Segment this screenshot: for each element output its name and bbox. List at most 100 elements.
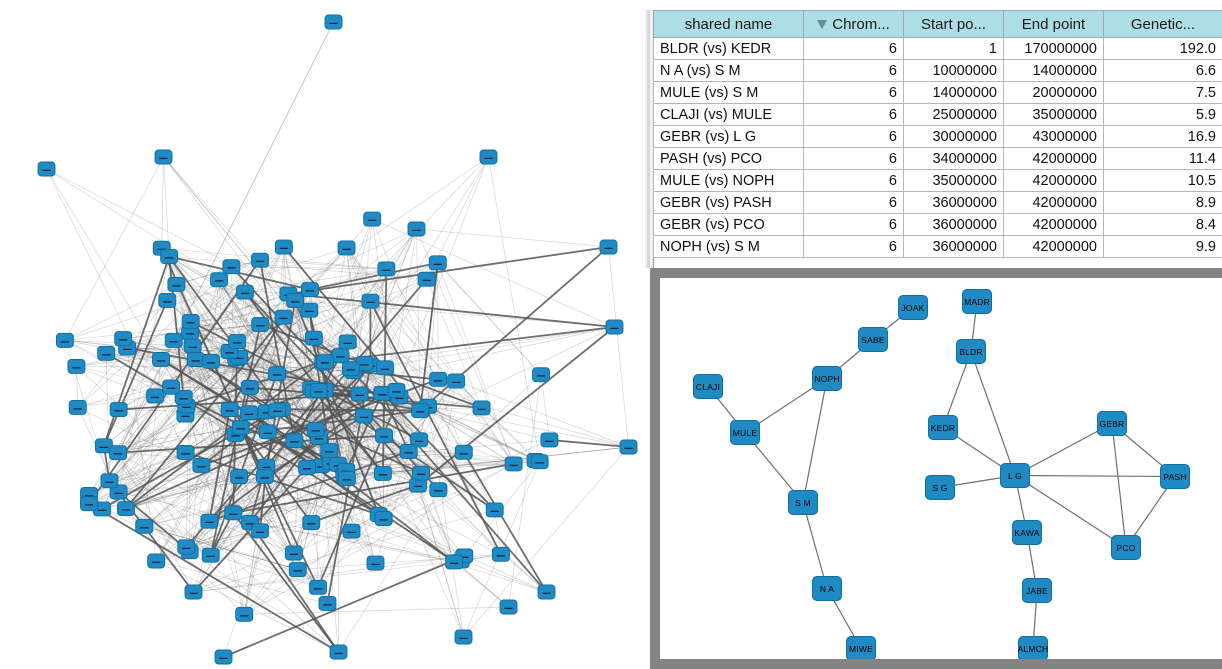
subnetwork-node-bldr[interactable]: BLDR (956, 339, 986, 364)
main-network-node[interactable] (202, 353, 220, 369)
main-network-node[interactable] (240, 405, 259, 421)
main-network-node[interactable] (55, 332, 74, 348)
table-row[interactable]: GEBR (vs) PASH 6 36000000 42000000 8.9 (653, 191, 1222, 214)
main-network-node[interactable] (302, 515, 321, 530)
main-network-node[interactable] (284, 545, 303, 561)
main-network-node[interactable] (174, 389, 193, 405)
main-network-node[interactable] (479, 149, 498, 165)
subnetwork-node-almch[interactable]: ALMCH (1018, 636, 1048, 659)
main-network-node[interactable] (429, 482, 448, 498)
main-network-node[interactable] (274, 239, 293, 255)
subnetwork-canvas[interactable]: CLAJI MULE NOPH SABE JOAK S M N A MIWE MADR BLDR K… (660, 278, 1222, 659)
main-network-node[interactable] (109, 484, 128, 500)
main-network-node[interactable] (251, 523, 270, 539)
subnetwork-node-pco[interactable]: PCO (1111, 535, 1141, 560)
main-network-node[interactable] (154, 149, 173, 165)
main-network-node[interactable] (80, 496, 98, 512)
subnetwork-node-joak[interactable]: JOAK (898, 295, 928, 320)
main-network-node[interactable] (619, 439, 638, 455)
subnetwork-node-mule[interactable]: MULE (730, 420, 760, 445)
subnetwork-node-claji[interactable]: CLAJI (693, 374, 723, 399)
main-network-node[interactable] (337, 471, 356, 486)
main-network-canvas[interactable]: ▬▬ ▬▬ ▬▬ ▬▬ ▬▬ ▬▬ ▬▬ ▬▬ ▬▬ ▬▬ ▬▬ ▬▬ ▬▬ ▬▬ ▬▬ ▬▬ ▬▬ ▬▬ ▬▬ ▬▬… (0, 0, 645, 669)
main-network-node[interactable] (147, 553, 166, 569)
main-network-node[interactable] (428, 255, 447, 271)
main-network-node[interactable] (228, 334, 247, 349)
main-network-node[interactable] (338, 334, 357, 350)
main-network-node[interactable] (251, 252, 269, 268)
main-network-node[interactable] (236, 284, 254, 300)
main-network-node[interactable] (605, 319, 624, 335)
main-network-node[interactable] (309, 383, 328, 399)
main-network-node[interactable] (109, 402, 128, 417)
main-network-node[interactable] (304, 330, 323, 346)
main-network-node[interactable] (363, 211, 382, 227)
main-network-node[interactable] (274, 309, 293, 325)
table-row[interactable]: NOPH (vs) S M 6 36000000 42000000 9.9 (653, 235, 1222, 258)
subnetwork-node-gebr[interactable]: GEBR (1097, 411, 1127, 436)
main-network-node[interactable] (181, 313, 200, 329)
main-network-node[interactable] (329, 644, 348, 660)
main-network-node[interactable] (214, 649, 233, 665)
main-network-node[interactable] (377, 261, 396, 277)
subnetwork-node-l-g[interactable]: L G (1000, 463, 1030, 488)
main-network-node[interactable] (342, 523, 361, 539)
main-network-node[interactable] (337, 240, 356, 256)
main-network-node[interactable] (285, 433, 304, 449)
table-row[interactable]: MULE (vs) NOPH 6 35000000 42000000 10.5 (653, 169, 1222, 192)
main-network-node[interactable] (306, 422, 325, 438)
main-network-node[interactable] (499, 599, 518, 615)
main-network-node[interactable] (224, 505, 243, 521)
column-header-start-point[interactable]: Start po... (903, 10, 1004, 38)
main-network-node[interactable] (445, 554, 464, 570)
main-network-node[interactable] (158, 292, 177, 308)
subnetwork-node-n-a[interactable]: N A (812, 576, 842, 601)
main-network-node[interactable] (200, 513, 219, 529)
main-network-node[interactable] (530, 454, 549, 470)
main-network-node[interactable] (361, 293, 380, 309)
column-header-chromosome[interactable]: Chrom... (803, 10, 904, 38)
main-network-node[interactable] (485, 502, 504, 518)
main-network-node[interactable] (210, 272, 228, 288)
main-network-node[interactable] (537, 584, 556, 600)
main-network-node[interactable] (491, 546, 510, 562)
main-network-node[interactable] (177, 539, 196, 555)
table-row[interactable]: GEBR (vs) L G 6 30000000 43000000 16.9 (653, 125, 1222, 148)
main-network-node[interactable] (192, 457, 211, 473)
table-row[interactable]: CLAJI (vs) MULE 6 25000000 35000000 5.9 (653, 103, 1222, 126)
table-scrollbar-thumb[interactable] (647, 10, 650, 268)
main-network-node[interactable] (320, 443, 339, 459)
main-network-node[interactable] (374, 511, 393, 526)
main-network-node[interactable] (68, 399, 87, 415)
main-network-node[interactable] (114, 331, 133, 346)
main-network-node[interactable] (135, 518, 154, 534)
table-row[interactable]: N A (vs) S M 6 10000000 14000000 6.6 (653, 59, 1222, 82)
main-network-node[interactable] (412, 465, 430, 481)
main-network-node[interactable] (504, 456, 523, 472)
main-network-node[interactable] (300, 302, 319, 318)
main-network-node[interactable] (251, 317, 270, 332)
main-network-node[interactable] (407, 221, 426, 237)
subnetwork-node-madr[interactable]: MADR (962, 289, 992, 314)
subnetwork-node-jabe[interactable]: JABE (1022, 578, 1052, 603)
main-network-node[interactable] (160, 249, 179, 265)
main-network-node[interactable] (235, 606, 254, 622)
main-network-panel[interactable]: ▬▬ ▬▬ ▬▬ ▬▬ ▬▬ ▬▬ ▬▬ ▬▬ ▬▬ ▬▬ ▬▬ ▬▬ ▬▬ ▬▬ ▬▬ ▬▬ ▬▬ ▬▬ ▬▬ ▬▬… (0, 0, 645, 669)
main-network-node[interactable] (532, 367, 550, 383)
main-network-node[interactable] (162, 379, 181, 395)
subnetwork-node-s-g[interactable]: S G (925, 475, 955, 500)
main-network-node[interactable] (410, 432, 429, 448)
main-network-node[interactable] (167, 276, 186, 292)
subnetwork-node-sabe[interactable]: SABE (858, 327, 888, 352)
main-network-node[interactable] (286, 292, 305, 308)
main-network-node[interactable] (222, 259, 241, 275)
table-row[interactable]: BLDR (vs) KEDR 6 1 170000000 192.0 (653, 37, 1222, 60)
main-network-node[interactable] (354, 408, 373, 424)
table-row[interactable]: MULE (vs) S M 6 14000000 20000000 7.5 (653, 81, 1222, 104)
subnetwork-node-noph[interactable]: NOPH (812, 366, 842, 391)
main-network-node[interactable] (97, 345, 116, 361)
main-network-node[interactable] (230, 469, 249, 484)
column-header-end-point[interactable]: End point (1003, 10, 1104, 38)
main-network-node[interactable] (300, 282, 319, 298)
main-network-node[interactable] (109, 445, 128, 461)
